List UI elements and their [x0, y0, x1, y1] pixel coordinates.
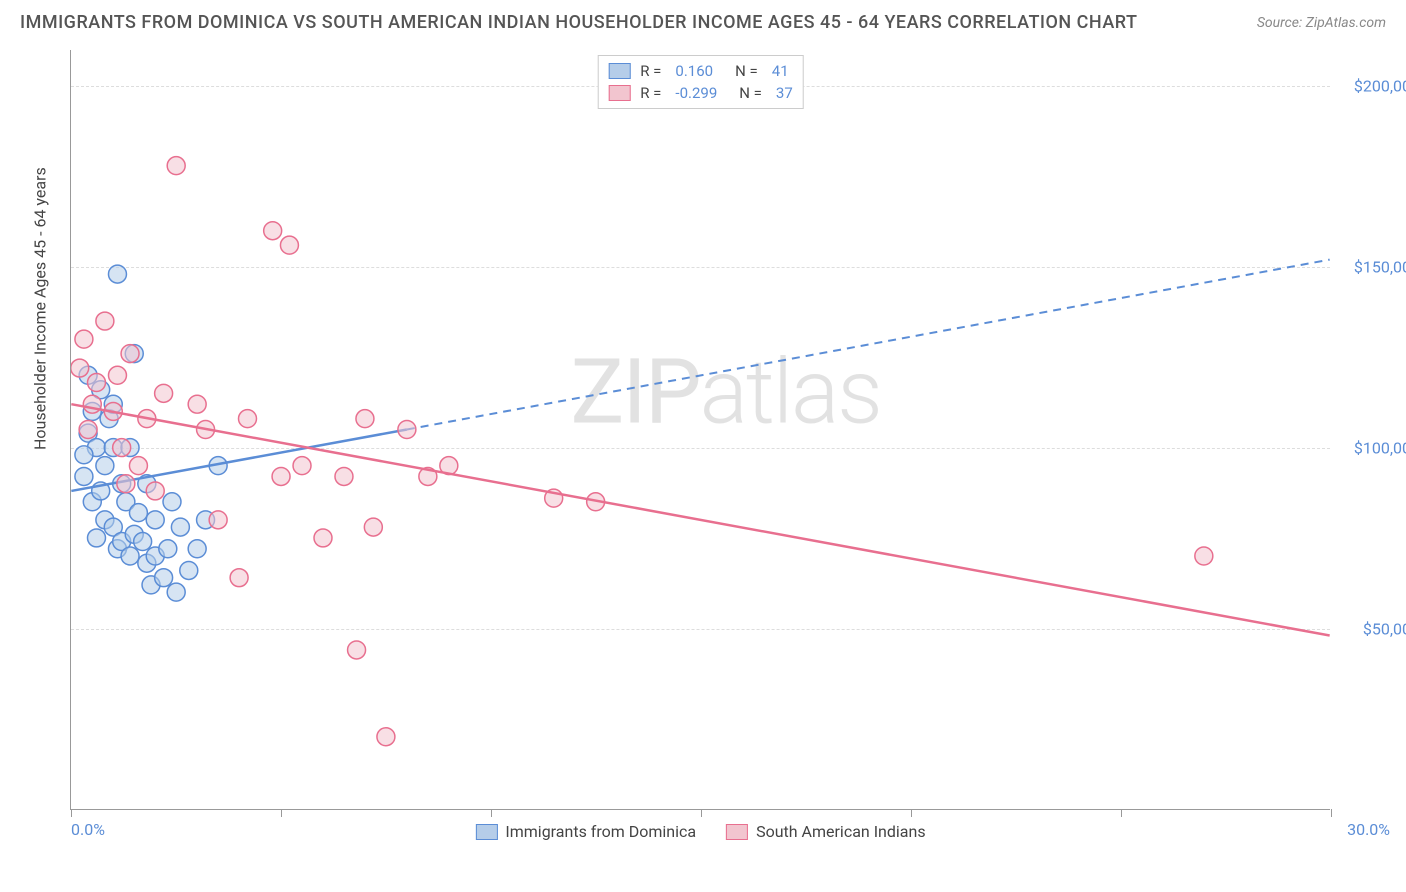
scatter-plot-svg [71, 50, 1330, 809]
data-point [163, 493, 181, 511]
data-point [280, 236, 298, 254]
r-value-1: 0.160 [675, 62, 713, 80]
data-point [88, 529, 106, 547]
swatch-series-1 [608, 63, 630, 79]
n-value-2: 37 [776, 84, 793, 102]
x-tick [1331, 809, 1332, 817]
data-point [88, 374, 106, 392]
data-point [146, 482, 164, 500]
data-point [113, 439, 131, 457]
data-point [146, 511, 164, 529]
plot-area: ZIPatlas $50,000$100,000$150,000$200,000… [70, 50, 1330, 810]
data-point [167, 583, 185, 601]
y-tick-label: $200,000 [1340, 77, 1406, 96]
data-point [75, 446, 93, 464]
data-point [96, 457, 114, 475]
data-point [96, 312, 114, 330]
data-point [79, 421, 97, 439]
data-point [167, 157, 185, 175]
data-point [71, 359, 89, 377]
data-point [239, 410, 257, 428]
data-point [108, 265, 126, 283]
chart-title: IMMIGRANTS FROM DOMINICA VS SOUTH AMERIC… [20, 12, 1137, 33]
x-tick [71, 809, 72, 817]
data-point [348, 641, 366, 659]
data-point [188, 540, 206, 558]
data-point [129, 504, 147, 522]
data-point [209, 511, 227, 529]
n-label-1: N = [735, 62, 758, 80]
swatch-bottom-1 [475, 824, 497, 840]
data-point [293, 457, 311, 475]
data-point [171, 518, 189, 536]
data-point [108, 366, 126, 384]
data-point [356, 410, 374, 428]
chart-header: IMMIGRANTS FROM DOMINICA VS SOUTH AMERIC… [0, 0, 1406, 41]
swatch-bottom-2 [726, 824, 748, 840]
data-point [155, 569, 173, 587]
chart-container: Householder Income Ages 45 - 64 years ZI… [50, 50, 1390, 850]
n-label-2: N = [739, 84, 762, 102]
x-tick [701, 809, 702, 817]
legend-series: Immigrants from Dominica South American … [475, 822, 925, 841]
chart-source: Source: ZipAtlas.com [1257, 15, 1386, 31]
data-point [117, 475, 135, 493]
legend-item-1: Immigrants from Dominica [475, 822, 696, 841]
data-point [121, 345, 139, 363]
data-point [159, 540, 177, 558]
x-min-label: 0.0% [71, 820, 105, 839]
legend-correlation: R = 0.160 N = 41 R = -0.299 N = 37 [597, 55, 804, 109]
data-point [272, 467, 290, 485]
data-point [230, 569, 248, 587]
data-point [364, 518, 382, 536]
y-tick-label: $100,000 [1340, 439, 1406, 458]
series-name-1: Immigrants from Dominica [505, 822, 696, 841]
x-tick [911, 809, 912, 817]
r-label-2: R = [640, 84, 661, 102]
data-point [180, 561, 198, 579]
x-max-label: 30.0% [1347, 820, 1390, 839]
series-name-2: South American Indians [756, 822, 926, 841]
data-point [314, 529, 332, 547]
data-point [134, 533, 152, 551]
data-point [188, 395, 206, 413]
data-point [335, 467, 353, 485]
data-point [75, 330, 93, 348]
data-point [155, 384, 173, 402]
legend-row-2: R = -0.299 N = 37 [608, 82, 793, 104]
data-point [398, 421, 416, 439]
trend-line [71, 404, 1329, 635]
x-tick [1121, 809, 1122, 817]
y-tick-label: $50,000 [1340, 620, 1406, 639]
data-point [264, 222, 282, 240]
data-point [377, 728, 395, 746]
trend-line-dashed [407, 260, 1330, 430]
data-point [75, 467, 93, 485]
data-point [129, 457, 147, 475]
n-value-1: 41 [772, 62, 789, 80]
r-label-1: R = [640, 62, 661, 80]
data-point [1195, 547, 1213, 565]
data-point [121, 547, 139, 565]
r-value-2: -0.299 [675, 84, 717, 102]
legend-item-2: South American Indians [726, 822, 926, 841]
x-tick [491, 809, 492, 817]
y-axis-title: Householder Income Ages 45 - 64 years [31, 167, 50, 450]
x-tick [281, 809, 282, 817]
data-point [83, 395, 101, 413]
legend-row-1: R = 0.160 N = 41 [608, 60, 793, 82]
y-tick-label: $150,000 [1340, 258, 1406, 277]
swatch-series-2 [608, 85, 630, 101]
